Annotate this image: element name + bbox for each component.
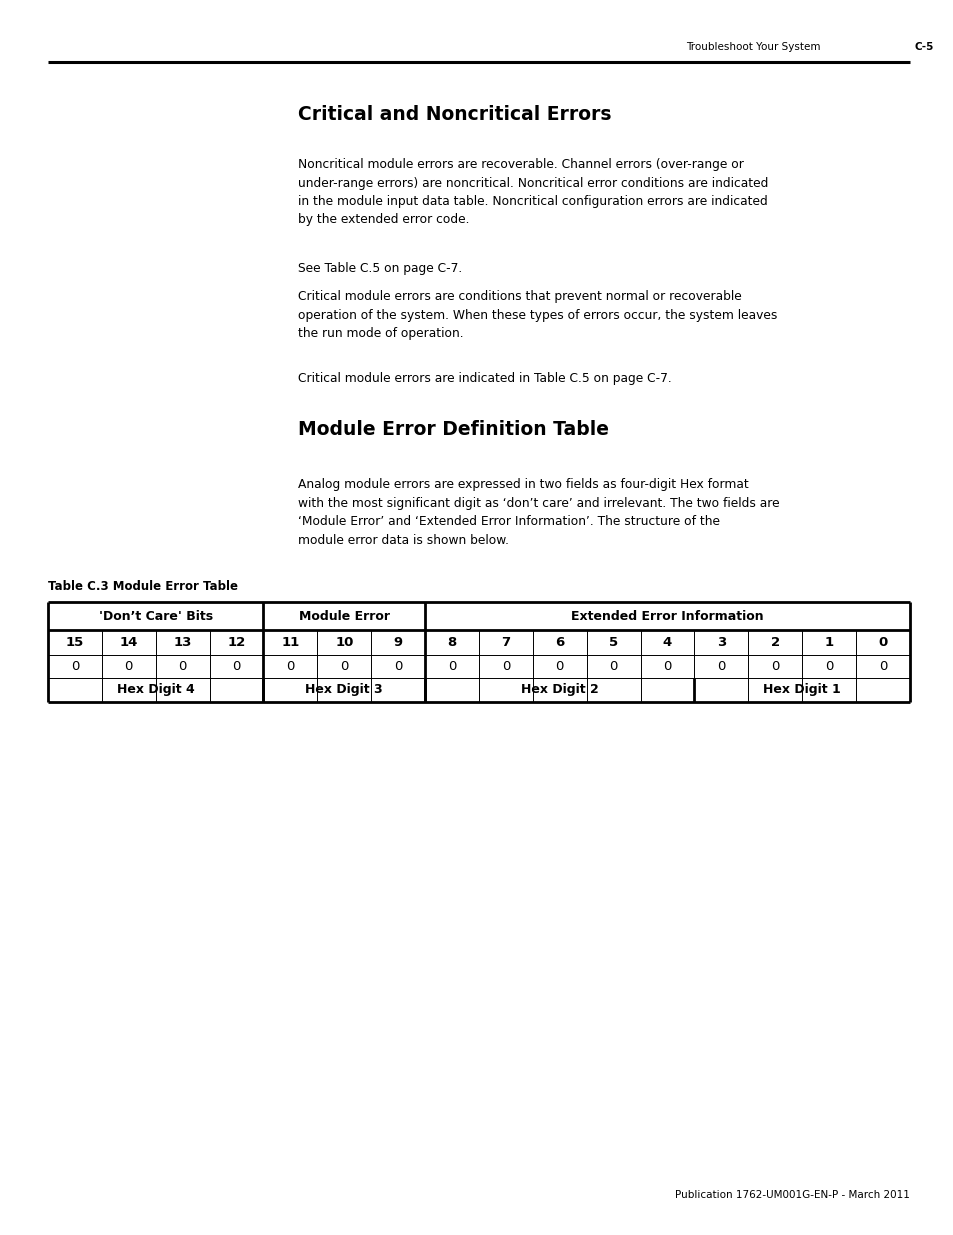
Text: Module Error: Module Error	[298, 610, 390, 622]
Text: Noncritical module errors are recoverable. Channel errors (over-range or
under-r: Noncritical module errors are recoverabl…	[297, 158, 767, 226]
Text: 10: 10	[335, 636, 354, 650]
Text: Hex Digit 2: Hex Digit 2	[520, 683, 598, 697]
Text: 11: 11	[281, 636, 299, 650]
Text: 9: 9	[394, 636, 402, 650]
Text: Module Error Definition Table: Module Error Definition Table	[297, 420, 608, 438]
Text: Critical module errors are indicated in Table C.5 on page C-7.: Critical module errors are indicated in …	[297, 372, 671, 385]
Text: Critical module errors are conditions that prevent normal or recoverable
operati: Critical module errors are conditions th…	[297, 290, 777, 340]
Text: 1: 1	[823, 636, 833, 650]
Text: 0: 0	[717, 659, 725, 673]
Text: Publication 1762-UM001G-EN-P - March 2011: Publication 1762-UM001G-EN-P - March 201…	[675, 1191, 909, 1200]
Text: 12: 12	[227, 636, 246, 650]
Text: Hex Digit 1: Hex Digit 1	[762, 683, 841, 697]
Text: 0: 0	[286, 659, 294, 673]
Text: 6: 6	[555, 636, 564, 650]
Text: 0: 0	[878, 636, 886, 650]
Text: Extended Error Information: Extended Error Information	[571, 610, 763, 622]
Text: 13: 13	[173, 636, 192, 650]
Text: 2: 2	[770, 636, 779, 650]
Text: 0: 0	[233, 659, 240, 673]
Text: 0: 0	[125, 659, 132, 673]
Text: 15: 15	[66, 636, 84, 650]
Text: 0: 0	[447, 659, 456, 673]
Text: 3: 3	[716, 636, 725, 650]
Text: 0: 0	[609, 659, 618, 673]
Text: 4: 4	[662, 636, 672, 650]
Text: Table C.3 Module Error Table: Table C.3 Module Error Table	[48, 580, 237, 593]
Text: Hex Digit 3: Hex Digit 3	[305, 683, 383, 697]
Text: 7: 7	[501, 636, 510, 650]
Text: 0: 0	[501, 659, 510, 673]
Text: 0: 0	[71, 659, 79, 673]
Text: 5: 5	[608, 636, 618, 650]
Text: 8: 8	[447, 636, 456, 650]
Text: 0: 0	[824, 659, 833, 673]
Text: 0: 0	[555, 659, 563, 673]
Text: Troubleshoot Your System: Troubleshoot Your System	[685, 42, 820, 52]
Text: 0: 0	[394, 659, 402, 673]
Text: 0: 0	[770, 659, 779, 673]
Text: Analog module errors are expressed in two fields as four-digit Hex format
with t: Analog module errors are expressed in tw…	[297, 478, 779, 547]
Text: C-5: C-5	[914, 42, 933, 52]
Text: Critical and Noncritical Errors: Critical and Noncritical Errors	[297, 105, 611, 124]
Text: 14: 14	[119, 636, 138, 650]
Text: 'Don’t Care' Bits: 'Don’t Care' Bits	[98, 610, 213, 622]
Text: See Table C.5 on page C-7.: See Table C.5 on page C-7.	[297, 262, 462, 275]
Text: 0: 0	[662, 659, 671, 673]
Text: 0: 0	[878, 659, 886, 673]
Text: Hex Digit 4: Hex Digit 4	[117, 683, 194, 697]
Text: 0: 0	[178, 659, 187, 673]
Text: 0: 0	[340, 659, 348, 673]
